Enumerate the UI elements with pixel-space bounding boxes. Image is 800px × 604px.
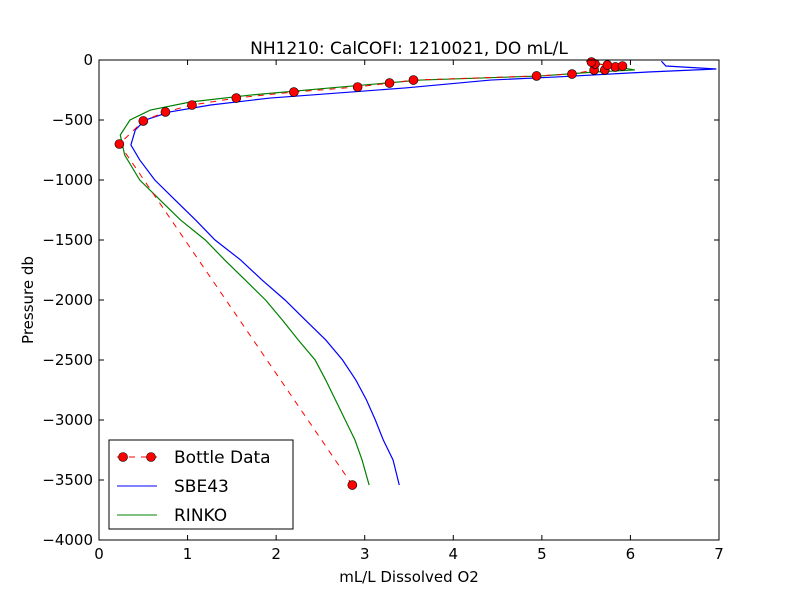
legend: Bottle Data SBE43 RINKO (108, 439, 294, 530)
series-line-rinko (119, 60, 635, 486)
legend-label-rinko: RINKO (174, 506, 227, 526)
x-tick-label: 6 (626, 545, 636, 563)
x-tick-label: 5 (537, 545, 547, 563)
y-tick-label: −2000 (42, 291, 93, 309)
legend-label-sbe43: SBE43 (174, 477, 229, 497)
y-tick-label: −500 (52, 111, 93, 129)
y-tick-label: −3500 (42, 471, 93, 489)
y-tick-label: −2500 (42, 351, 93, 369)
y-axis-label: Pressure db (19, 256, 37, 344)
series-line-sbe43 (130, 60, 717, 486)
y-tick-label: −3000 (42, 411, 93, 429)
bottle-data-point (160, 107, 171, 117)
y-tick-label: 0 (83, 51, 93, 69)
chart-title: NH1210: CalCOFI: 1210021, DO mL/L (250, 39, 568, 59)
bottle-data-point (586, 57, 597, 67)
bottle-data-point (408, 75, 419, 85)
bottle-data-point (289, 87, 299, 97)
bottle-data-point (602, 60, 613, 70)
legend-box (108, 439, 294, 530)
y-tick-label: −1000 (42, 171, 93, 189)
bottle-data-point (347, 480, 358, 490)
series-line-bottle-data (118, 61, 623, 486)
x-tick-label: 1 (183, 545, 193, 563)
y-tick-label: −1500 (42, 231, 93, 249)
bottle-data-point (384, 78, 395, 88)
bottle-data-point (352, 82, 363, 92)
x-tick-label: 2 (271, 545, 281, 563)
legend-bottle-marker (146, 452, 156, 462)
bottle-data-point (114, 139, 125, 149)
bottle-data-point (138, 116, 149, 126)
bottle-data-point (231, 93, 242, 103)
x-tick-label: 7 (714, 545, 724, 563)
x-axis-label: mL/L Dissolved O2 (339, 568, 479, 586)
bottle-data-point (617, 61, 628, 71)
y-tick-label: −4000 (42, 531, 93, 549)
bottle-data-point (567, 69, 577, 79)
bottle-data-point (531, 71, 542, 81)
legend-label-bottle: Bottle Data (174, 448, 271, 468)
ticks-layer: 0 1 2 3 4 5 6 7 0 −500 −1000 −1500 −2000 −2500 −3000 −3… (42, 51, 724, 563)
x-tick-label: 0 (94, 545, 104, 563)
x-tick-label: 3 (360, 545, 370, 563)
legend-bottle-marker (118, 452, 128, 462)
x-tick-label: 4 (449, 545, 459, 563)
series-layer (114, 57, 717, 490)
bottle-data-point (187, 100, 197, 110)
